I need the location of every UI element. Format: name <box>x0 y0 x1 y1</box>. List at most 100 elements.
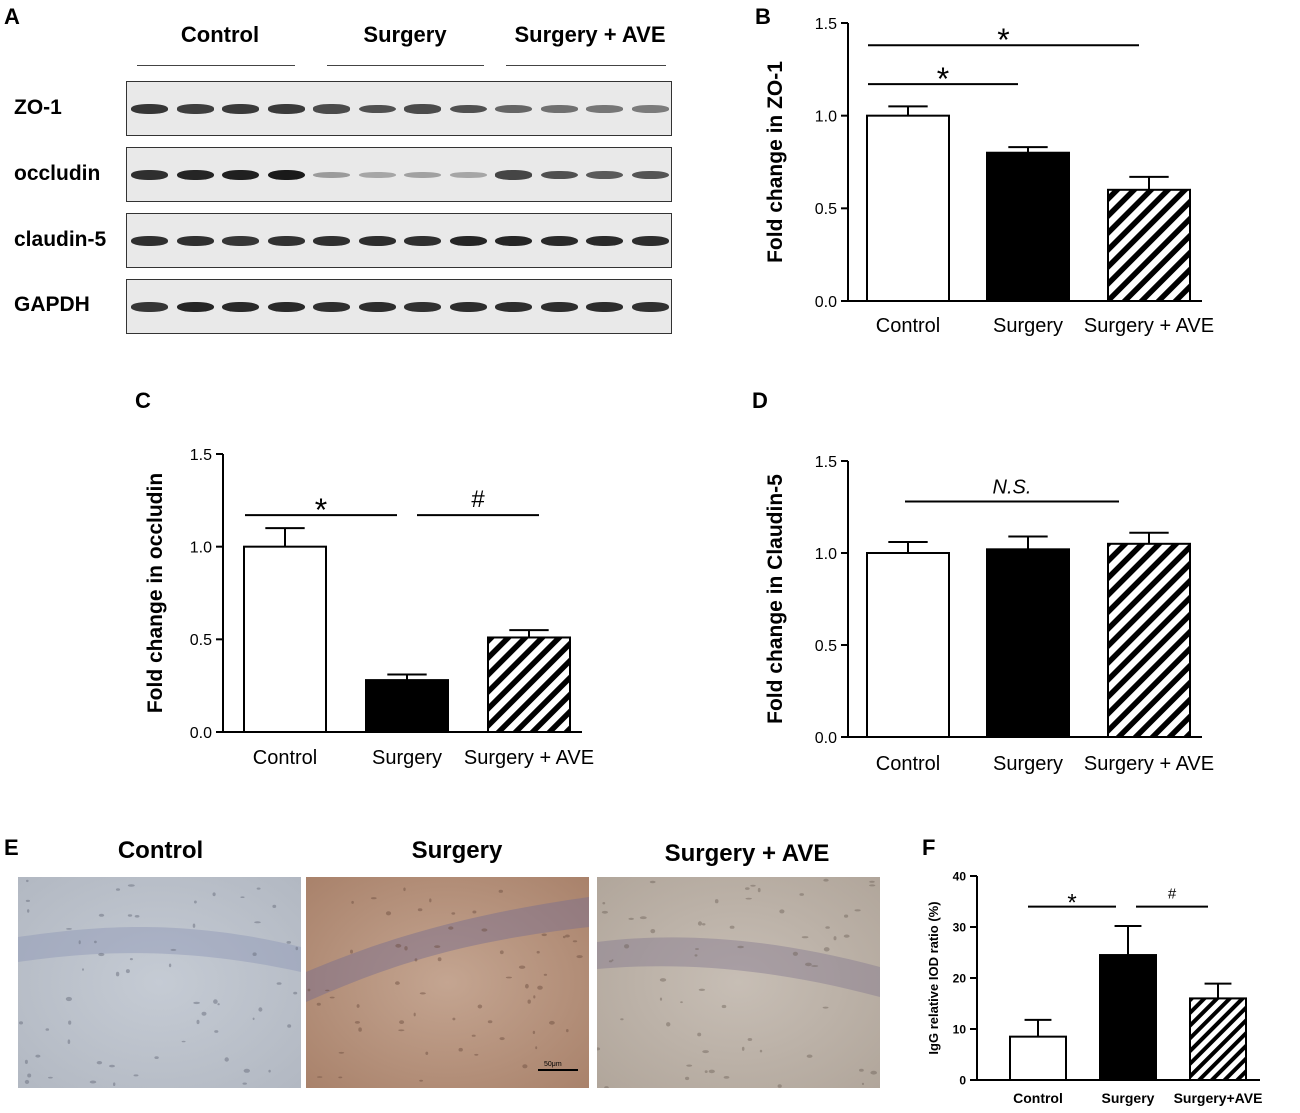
wb-band <box>222 236 260 246</box>
histology-cell <box>498 889 503 893</box>
histology-cell <box>268 1069 271 1073</box>
histology-cell <box>417 908 423 912</box>
histology-cell <box>217 1003 220 1006</box>
histology-cell <box>293 991 298 995</box>
histology-cell <box>861 1082 865 1086</box>
category-label: Surgery <box>993 315 1063 337</box>
histology-cell <box>869 884 876 887</box>
bar-surgery <box>365 679 449 734</box>
histology-cell <box>472 910 477 914</box>
bar-control <box>243 545 327 733</box>
category-label: Control <box>876 315 940 337</box>
wb-band <box>404 171 442 179</box>
category-label: Surgery + AVE <box>464 747 594 769</box>
histology-cell <box>474 1053 479 1056</box>
histology-cell <box>154 1056 159 1059</box>
histology-cell <box>745 897 752 900</box>
histology-cell <box>194 900 197 904</box>
histology-cell <box>240 896 245 898</box>
histology-cell <box>212 892 216 897</box>
histology-cell <box>181 1040 186 1043</box>
bar-control <box>866 114 950 302</box>
histology-cell <box>680 1001 683 1004</box>
histology-cell <box>639 916 647 920</box>
histology-cell <box>26 879 29 883</box>
histology-cell <box>499 1037 505 1041</box>
histology-cell <box>805 962 812 967</box>
y-tick-label: 0.5 <box>815 201 837 218</box>
histology-cell <box>649 880 656 884</box>
histology-cell <box>536 950 540 954</box>
histology-cell <box>686 1064 693 1067</box>
wb-group-surgery: Surgery <box>363 22 447 47</box>
histology-cell <box>737 945 744 949</box>
histology-cell <box>694 954 698 957</box>
histology-cell <box>276 982 282 985</box>
histology-cell <box>704 1070 708 1073</box>
histology-cell <box>714 899 719 904</box>
significance-symbol: * <box>937 61 949 97</box>
bar-control <box>866 552 950 738</box>
chart-igg: 0 10 20 30 40 IgG relative IOD ratio (%) Contr… <box>926 869 1262 1106</box>
histology-cell <box>115 971 120 977</box>
wb-band <box>313 302 351 312</box>
wb-group-line-control <box>137 65 295 66</box>
y-tick-label: 20 <box>953 971 967 985</box>
histology-cell <box>19 1021 23 1025</box>
y-tick-label: 1.0 <box>190 539 212 556</box>
histology-cell <box>287 1024 292 1028</box>
histology-cell <box>256 887 261 890</box>
histology-cell <box>823 878 829 882</box>
histology-cell <box>385 911 392 916</box>
histology-cell <box>452 1017 456 1021</box>
histology-image-surgery-ave <box>597 877 880 1088</box>
histology-cell <box>258 1007 263 1012</box>
histology-label-control: Control <box>117 837 204 864</box>
wb-band <box>267 104 305 114</box>
wb-band <box>631 302 669 312</box>
histology-cell <box>65 996 72 1002</box>
histology-cell <box>214 1030 219 1033</box>
wb-band <box>358 171 396 179</box>
wb-band <box>449 171 487 179</box>
y-tick-label: 40 <box>953 869 967 883</box>
histology-cell <box>192 923 196 928</box>
wb-band <box>358 301 396 312</box>
histology-cell <box>25 899 30 902</box>
histology-cell <box>757 887 761 893</box>
histology-cell <box>562 935 566 939</box>
histology-cell <box>133 1074 139 1077</box>
histology-cell <box>134 915 140 918</box>
histology-cell <box>695 948 699 950</box>
histology-cell <box>537 985 543 990</box>
wb-band <box>131 302 169 312</box>
histology-cell <box>698 988 706 991</box>
histology-cell <box>458 1047 463 1052</box>
wb-label-gapdh: GAPDH <box>14 293 90 316</box>
wb-band <box>540 301 578 312</box>
histology-cell <box>541 933 547 937</box>
bar-control <box>1009 1035 1067 1081</box>
category-label: Surgery <box>1102 1090 1155 1106</box>
histology-cell <box>792 951 798 956</box>
y-axis-title: Fold change in Claudin-5 <box>764 474 787 724</box>
wb-band <box>586 170 624 180</box>
histology-cell <box>35 1054 41 1058</box>
histology-cell <box>127 914 133 917</box>
histology-cell <box>413 1012 416 1017</box>
histology-cell <box>94 940 97 944</box>
histology-cell <box>723 1076 730 1079</box>
histology-cell <box>338 1051 345 1054</box>
histology-cell <box>193 1001 200 1005</box>
histology-cell <box>602 902 606 905</box>
histology-cell <box>125 969 130 974</box>
histology-cell <box>66 928 72 930</box>
histology-cell <box>843 934 850 938</box>
histology-cell <box>224 1057 229 1062</box>
histology-cell <box>45 1028 50 1031</box>
panel-label-a: A <box>4 4 20 29</box>
histology-cell <box>844 914 849 918</box>
wb-band <box>586 235 624 247</box>
wb-strip-claudin5 <box>126 213 672 268</box>
panel-label-b: B <box>755 4 771 29</box>
